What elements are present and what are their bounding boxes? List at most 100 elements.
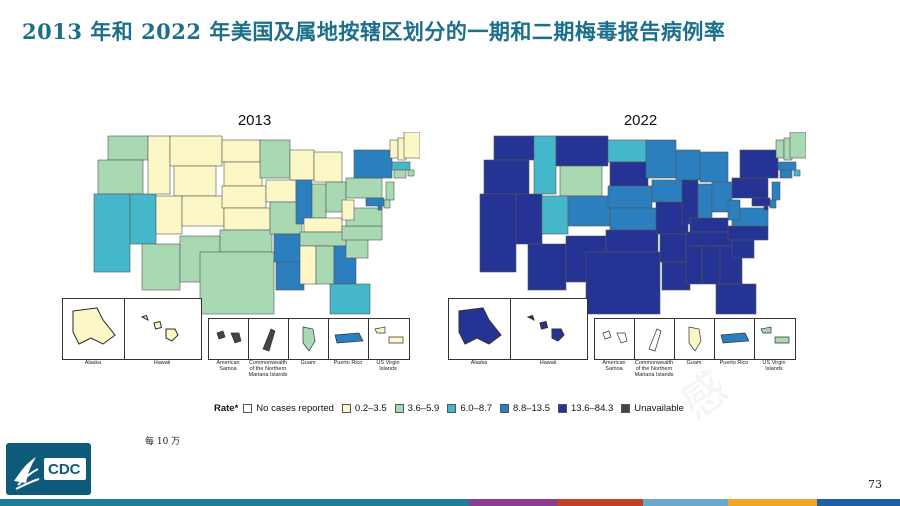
- inset-label-alaska: Alaska: [84, 360, 102, 366]
- state-az: [141, 243, 181, 291]
- bottom-color-bar: [0, 499, 900, 506]
- bottom-bar-segment: [390, 499, 469, 506]
- state-in: [311, 183, 327, 219]
- state-wi: [289, 149, 315, 181]
- territory-shape: [262, 328, 276, 352]
- legend-label: 0.2–3.5: [354, 402, 387, 414]
- bottom-bar-segment: [156, 499, 235, 506]
- inset-label-usvi: US Virgin Islands: [376, 360, 400, 372]
- state-ok: [219, 229, 273, 253]
- inset-label-cnmi: Commonwealth of the Northern Mariana Isl…: [634, 360, 674, 378]
- state-in: [697, 183, 713, 219]
- state-nj: [385, 181, 395, 201]
- legend-item: 8.8–13.5: [500, 403, 550, 414]
- legend-item: Unavailable: [621, 403, 684, 414]
- inset-label-hawaii: Hawaii: [153, 360, 171, 366]
- slide-title: 2013 年和 2022 年美国及属地按辖区划分的一期和二期梅毒报告病例率: [22, 19, 726, 44]
- legend-swatch: [394, 403, 404, 413]
- territory-shape: [334, 332, 364, 344]
- page-number: 73: [868, 478, 882, 491]
- bottom-bar-segment: [728, 499, 817, 506]
- legend-swatch: [558, 403, 568, 413]
- state-fl: [715, 283, 757, 315]
- inset-hawaii: [510, 298, 588, 360]
- footnote: 每 10 万: [145, 437, 181, 447]
- legend-swatch: [447, 403, 457, 413]
- state-pa: [731, 177, 769, 199]
- state-de: [769, 199, 777, 209]
- bottom-bar-segment: [0, 499, 79, 506]
- inset-usvi: [754, 318, 796, 360]
- inset-puerto-rico: [328, 318, 370, 360]
- map-year-label: 2022: [623, 112, 658, 129]
- inset-cnmi: [248, 318, 290, 360]
- state-ca: [93, 193, 131, 273]
- state-md: [751, 197, 771, 207]
- cdc-logo-text: CDC: [48, 461, 81, 478]
- us-state-map: [479, 132, 806, 315]
- state-ca: [479, 193, 517, 273]
- territory-shape: [760, 326, 790, 344]
- map-2022: 2022 Alaska Hawaii American Samoa Commonwea…: [448, 112, 833, 382]
- state-me: [403, 132, 420, 159]
- state-ma: [777, 161, 797, 171]
- legend-label: 6.0–8.7: [460, 402, 493, 414]
- state-tn: [299, 231, 347, 247]
- state-nd: [607, 139, 647, 163]
- inset-label-american-samoa: American Samoa: [216, 360, 240, 372]
- state-nc: [341, 225, 383, 241]
- legend-label: 8.8–13.5: [513, 402, 551, 414]
- state-ms: [685, 245, 703, 285]
- legend-label: No cases reported: [256, 402, 334, 414]
- inset-usvi: [368, 318, 410, 360]
- state-co: [181, 195, 225, 227]
- state-tx: [199, 251, 275, 315]
- state-wv: [727, 199, 741, 221]
- state-dc: [377, 205, 383, 211]
- hhs-eagle-icon: [14, 457, 86, 490]
- state-ar: [273, 233, 301, 263]
- bottom-bar-segment: [234, 499, 313, 506]
- state-mi: [699, 151, 729, 183]
- state-wi: [675, 149, 701, 181]
- legend: Rate* No cases reported 0.2–3.5 3.6–5.9 6.0…: [214, 401, 692, 415]
- state-ny: [739, 149, 779, 179]
- state-ct: [779, 169, 793, 179]
- state-ok: [605, 229, 659, 253]
- state-mi: [313, 151, 343, 183]
- inset-american-samoa: [208, 318, 250, 360]
- inset-label-usvi: US Virgin Islands: [762, 360, 786, 372]
- state-or: [97, 159, 144, 195]
- state-nv: [515, 193, 543, 245]
- state-id: [533, 135, 557, 195]
- state-wy: [173, 165, 217, 197]
- state-mt: [169, 135, 223, 167]
- state-tx: [585, 251, 661, 315]
- state-ks: [609, 207, 657, 231]
- state-sc: [731, 237, 755, 259]
- legend-swatch: [341, 403, 351, 413]
- inset-guam: [674, 318, 716, 360]
- state-pa: [345, 177, 383, 199]
- state-al: [701, 245, 721, 285]
- bottom-bar-segment: [312, 499, 391, 506]
- state-ma: [391, 161, 411, 171]
- inset-alaska: [448, 298, 512, 360]
- bottom-bar-segment: [78, 499, 157, 506]
- state-nc: [727, 225, 769, 241]
- bottom-bar-segment: [468, 499, 558, 506]
- state-nj: [771, 181, 781, 201]
- us-state-map: [93, 132, 420, 315]
- territory-shape: [458, 307, 502, 345]
- state-ri: [793, 169, 801, 177]
- territory-shape: [720, 332, 750, 344]
- territory-shape: [216, 330, 242, 344]
- state-md: [365, 197, 385, 207]
- inset-label-american-samoa: American Samoa: [602, 360, 626, 372]
- legend-swatch: [621, 403, 631, 413]
- territory-shape: [648, 328, 662, 352]
- state-ks: [223, 207, 271, 231]
- inset-puerto-rico: [714, 318, 756, 360]
- legend-label: 3.6–5.9: [407, 402, 440, 414]
- state-sd: [609, 161, 649, 187]
